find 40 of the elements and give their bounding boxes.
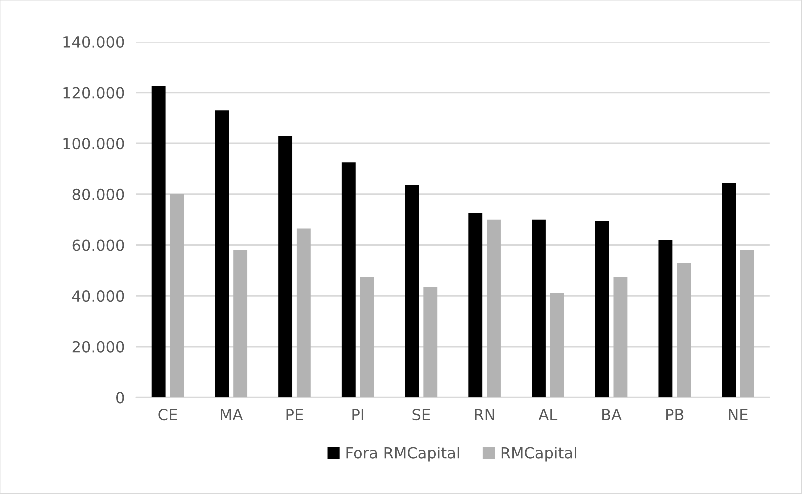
bar xyxy=(532,220,546,398)
y-tick-label: 40.000 xyxy=(72,290,124,302)
bar xyxy=(614,276,628,398)
x-tick-label: AL xyxy=(538,409,558,420)
bar xyxy=(170,194,184,398)
bar xyxy=(152,86,166,398)
x-tick-label: NE xyxy=(729,409,748,420)
x-tick-label: PE xyxy=(286,409,304,420)
bar xyxy=(360,276,374,398)
bar xyxy=(296,228,311,398)
y-tick-label: 120.000 xyxy=(64,87,124,99)
bar xyxy=(740,250,754,398)
bar xyxy=(677,263,692,398)
y-tick-label: 0 xyxy=(116,392,124,404)
y-tick-label: 20.000 xyxy=(72,341,124,353)
x-tick-label: PB xyxy=(666,409,684,420)
y-tick-label: 60.000 xyxy=(72,240,124,252)
bar xyxy=(658,240,673,398)
legend-label: RMCapital xyxy=(502,446,576,462)
x-tick-label: MA xyxy=(221,409,244,420)
bar xyxy=(722,182,736,398)
bar xyxy=(342,162,356,398)
y-tick-label: 100.000 xyxy=(64,138,124,150)
bar xyxy=(405,186,420,398)
bar xyxy=(550,294,564,398)
x-tick-label: RN xyxy=(475,409,494,420)
bar xyxy=(468,213,483,398)
bar xyxy=(234,250,248,398)
bar xyxy=(487,220,501,398)
bar xyxy=(424,287,438,398)
y-tick-label: 80.000 xyxy=(72,188,124,200)
x-tick-label: CE xyxy=(158,409,178,421)
bar xyxy=(595,221,610,398)
x-tick-label: SE xyxy=(412,409,430,421)
y-tick-label: 140.000 xyxy=(64,36,124,48)
bar xyxy=(215,110,230,398)
legend-label: Fora RMCapital xyxy=(346,446,460,462)
x-tick-label: BA xyxy=(602,409,622,420)
x-tick-label: PI xyxy=(352,409,364,420)
bar xyxy=(278,136,293,398)
